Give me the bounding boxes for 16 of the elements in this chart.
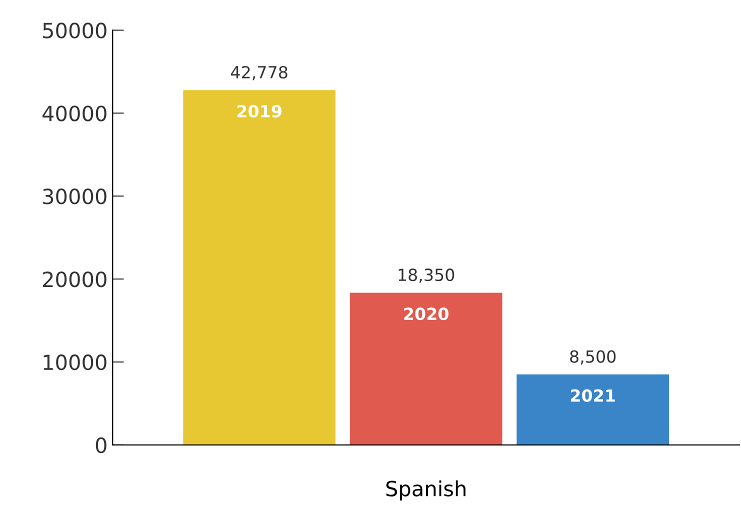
- text: 8,500: [570, 350, 616, 365]
- y-tick-label: 20000: [43, 271, 106, 288]
- x-axis-title: Spanish: [386, 480, 466, 501]
- y-tick-label: 10000: [44, 354, 106, 370]
- series-label: 2020: [404, 308, 448, 320]
- y-tick-label: 50000: [43, 22, 106, 38]
- text: 42,778: [230, 66, 288, 80]
- series-label: 2019: [237, 104, 282, 118]
- y-tick-label: 0: [96, 437, 106, 454]
- text: 18,350: [398, 268, 454, 283]
- bar: [516, 374, 669, 445]
- y-tick-label: 30000: [43, 188, 106, 204]
- bar: [350, 292, 502, 445]
- y-tick-label: 40000: [42, 106, 106, 122]
- series-label: 2021: [570, 389, 615, 402]
- bar: [183, 90, 336, 445]
